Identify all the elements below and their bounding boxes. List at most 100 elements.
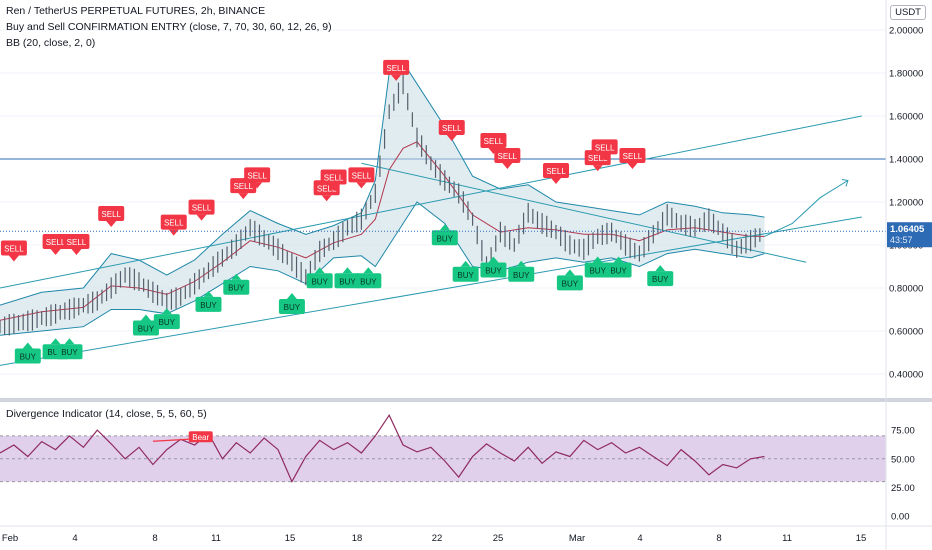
indicator-legend-bb[interactable]: BB (20, close, 2, 0) bbox=[6, 37, 96, 49]
buy-signal[interactable]: BUY bbox=[195, 290, 222, 312]
buy-signal[interactable]: BUY bbox=[306, 267, 333, 289]
buy-label-box bbox=[452, 266, 479, 282]
sell-signal[interactable]: SELL bbox=[63, 234, 90, 255]
bear-label: Bear bbox=[192, 433, 209, 442]
buy-signal[interactable]: BUY bbox=[480, 256, 507, 278]
bb-lower-line[interactable] bbox=[0, 201, 765, 336]
buy-signal[interactable]: BUY bbox=[153, 308, 180, 330]
sell-signal[interactable]: SELL bbox=[438, 120, 465, 142]
buy-signal[interactable]: BUY bbox=[355, 267, 382, 289]
sell-signal[interactable]: SELL bbox=[494, 148, 521, 169]
buy-arrow bbox=[203, 290, 214, 297]
buy-label-box bbox=[431, 230, 458, 246]
buy-arrow bbox=[231, 273, 242, 280]
sell-label: SELL bbox=[352, 171, 372, 180]
buy-label-box bbox=[605, 262, 632, 278]
sell-signal[interactable]: SELL bbox=[619, 148, 646, 169]
sell-arrow bbox=[599, 154, 610, 161]
sell-signal[interactable]: SELL bbox=[383, 59, 410, 81]
buy-label: BUY bbox=[159, 318, 176, 327]
sell-label: SELL bbox=[484, 137, 504, 146]
buy-signal[interactable]: BUY bbox=[452, 260, 479, 282]
symbol-legend[interactable]: Ren / TetherUS PERPETUAL FUTURES, 2h, BI… bbox=[6, 5, 266, 17]
sell-signal[interactable]: SELL bbox=[244, 167, 271, 189]
oscillator-pane[interactable]: Bear bbox=[0, 413, 886, 483]
last-price-tag-bg bbox=[887, 222, 932, 248]
sell-label-box bbox=[320, 169, 347, 185]
oscillator-legend[interactable]: Divergence Indicator (14, close, 5, 5, 6… bbox=[6, 408, 207, 420]
buy-label: BUY bbox=[339, 277, 356, 286]
x-tick-label: Mar bbox=[569, 533, 585, 544]
sell-arrow bbox=[196, 214, 207, 221]
sell-label-box bbox=[0, 240, 27, 256]
trend-line[interactable] bbox=[0, 216, 862, 366]
sell-signal[interactable]: SELL bbox=[188, 199, 215, 221]
buy-signal[interactable]: BUY bbox=[584, 256, 611, 278]
buy-signal[interactable]: BUY bbox=[223, 273, 250, 295]
sell-label: SELL bbox=[247, 171, 267, 180]
sell-label-box bbox=[42, 234, 69, 249]
sell-signal[interactable]: SELL bbox=[591, 139, 618, 161]
buy-signal[interactable]: BUY bbox=[278, 293, 305, 315]
x-tick-label: Feb bbox=[2, 533, 18, 544]
sell-label: SELL bbox=[546, 167, 566, 176]
buy-signal[interactable]: BUY bbox=[647, 265, 674, 287]
buy-label-box bbox=[508, 266, 535, 282]
x-tick-label: 4 bbox=[72, 533, 77, 544]
sell-label: SELL bbox=[46, 238, 66, 247]
buy-label-box bbox=[306, 273, 333, 289]
sell-signal[interactable]: SELL bbox=[98, 206, 125, 228]
buy-arrow bbox=[64, 338, 75, 345]
sell-arrow bbox=[356, 182, 367, 189]
buy-signal[interactable]: BUY bbox=[132, 314, 159, 336]
currency-button[interactable]: USDT bbox=[890, 5, 926, 20]
bear-annotation[interactable]: Bear bbox=[188, 431, 213, 443]
buy-label: BUY bbox=[311, 277, 328, 286]
sell-arrow bbox=[50, 249, 61, 255]
osc-y-tick-label: 50.00 bbox=[891, 454, 915, 465]
buy-arrow bbox=[488, 256, 499, 263]
sell-label-box bbox=[383, 59, 410, 75]
buy-label: BUY bbox=[437, 234, 454, 243]
buy-signal[interactable]: BUY bbox=[508, 260, 535, 282]
sell-label: SELL bbox=[595, 143, 615, 152]
projection-curve[interactable] bbox=[764, 180, 849, 237]
sell-label-box bbox=[438, 120, 465, 136]
buy-signal[interactable]: BUY bbox=[334, 267, 361, 289]
countdown-value: 43:57 bbox=[890, 235, 913, 245]
sell-label-box bbox=[480, 132, 507, 148]
sell-signal[interactable]: SELL bbox=[348, 167, 375, 189]
sell-label: SELL bbox=[324, 174, 344, 183]
buy-label-box bbox=[278, 299, 305, 315]
sell-label: SELL bbox=[623, 152, 643, 161]
trend-line[interactable] bbox=[0, 115, 862, 289]
buy-signal[interactable]: BUY bbox=[56, 338, 83, 360]
sell-signal[interactable]: SELL bbox=[0, 240, 27, 262]
buy-signal[interactable]: BUY bbox=[431, 224, 458, 246]
buy-arrow bbox=[140, 314, 151, 321]
buy-signal[interactable]: BUY bbox=[14, 342, 41, 364]
sell-arrow bbox=[8, 255, 19, 262]
pane-separator[interactable] bbox=[0, 398, 932, 402]
buy-label-box bbox=[195, 296, 222, 312]
buy-label-box bbox=[56, 344, 83, 360]
x-tick-label: 25 bbox=[493, 533, 504, 544]
buy-arrow bbox=[22, 342, 33, 349]
sell-signal[interactable]: SELL bbox=[320, 169, 347, 191]
sell-signal[interactable]: SELL bbox=[42, 234, 69, 255]
sell-signal[interactable]: SELL bbox=[543, 163, 569, 185]
x-tick-label: 18 bbox=[352, 533, 363, 544]
buy-signal[interactable]: BUY bbox=[556, 269, 583, 291]
indicator-legend-buy-sell[interactable]: Buy and Sell CONFIRMATION ENTRY (close, … bbox=[6, 21, 332, 33]
sell-arrow bbox=[391, 74, 402, 81]
sell-signal[interactable]: SELL bbox=[160, 214, 187, 236]
buy-signal[interactable]: BUY bbox=[605, 256, 632, 278]
buy-label-box bbox=[153, 314, 180, 330]
buy-label-box bbox=[647, 271, 674, 287]
buy-label: BUY bbox=[652, 275, 669, 284]
y-tick-label: 1.20000 bbox=[889, 198, 923, 209]
oscillator-line[interactable] bbox=[0, 413, 765, 483]
